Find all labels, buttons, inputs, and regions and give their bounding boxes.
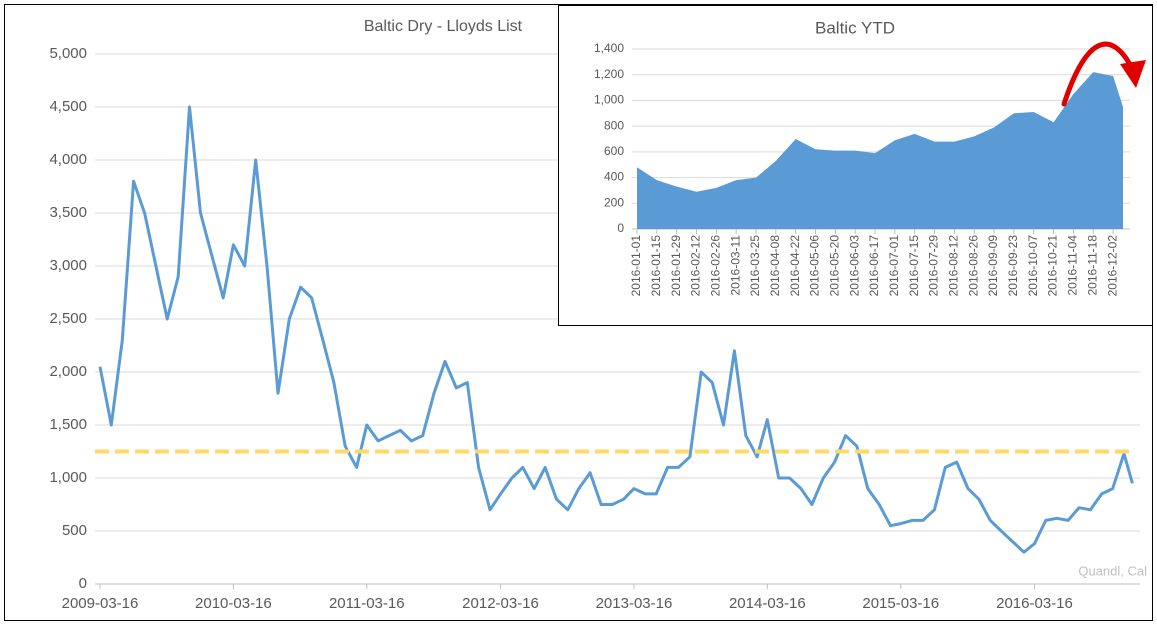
y-tick-label: 1,400 [594, 41, 624, 55]
y-tick-label: 0 [617, 221, 624, 235]
x-tick-label: 2016-07-01 [887, 235, 901, 297]
y-tick-label: 1,000 [594, 93, 624, 107]
y-tick-label: 1,200 [594, 67, 624, 81]
x-tick-label: 2012-03-16 [462, 595, 539, 612]
x-tick-label: 2016-11-04 [1066, 235, 1080, 296]
annotation-arrow [1061, 41, 1136, 107]
y-tick-label: 1,500 [49, 416, 87, 433]
x-tick-label: 2016-03-25 [748, 235, 762, 297]
x-tick-label: 2016-03-16 [996, 595, 1073, 612]
x-tick-label: 2016-12-02 [1105, 235, 1119, 297]
x-tick-label: 2016-06-03 [847, 235, 861, 297]
x-tick-label: 2016-03-11 [728, 235, 742, 296]
x-tick-label: 2016-11-18 [1085, 235, 1099, 296]
x-tick-label: 2016-05-20 [828, 235, 842, 297]
y-tick-label: 3,500 [49, 204, 87, 221]
y-tick-label: 600 [604, 144, 624, 158]
y-tick-label: 800 [604, 118, 624, 132]
x-tick-label: 2016-04-08 [768, 235, 782, 297]
x-tick-label: 2016-07-15 [907, 235, 921, 297]
x-tick-label: 2016-08-12 [947, 235, 961, 297]
x-tick-label: 2016-02-26 [709, 235, 723, 297]
x-tick-label: 2016-10-07 [1026, 235, 1040, 297]
y-tick-label: 1,000 [49, 469, 87, 486]
y-tick-label: 3,000 [49, 257, 87, 274]
y-tick-label: 5,000 [49, 45, 87, 62]
x-tick-label: 2016-08-26 [966, 235, 980, 297]
data-line [98, 105, 1134, 554]
x-tick-label: 2016-01-01 [629, 235, 643, 297]
x-tick-label: 2011-03-16 [329, 595, 405, 612]
y-tick-label: 4,000 [49, 151, 87, 168]
y-tick-label: 500 [62, 522, 87, 539]
x-tick-label: 2016-06-17 [867, 235, 881, 297]
y-tick-label: 2,000 [49, 363, 87, 380]
x-tick-label: 2016-05-06 [808, 235, 822, 297]
x-tick-label: 2016-10-21 [1046, 235, 1060, 297]
x-tick-label: 2016-01-29 [669, 235, 683, 297]
y-tick-label: 2,500 [49, 310, 87, 327]
x-tick-label: 2016-01-15 [649, 235, 663, 297]
annotation-arrowhead [1120, 60, 1146, 88]
x-tick-label: 2016-04-22 [788, 235, 802, 297]
x-tick-label: 2013-03-16 [596, 595, 673, 612]
x-tick-label: 2016-09-23 [1006, 235, 1020, 297]
x-tick-label: 2009-03-16 [62, 595, 139, 612]
chart-title: Baltic Dry - Lloyds List [364, 18, 523, 35]
x-tick-label: 2016-07-29 [927, 235, 941, 297]
x-tick-label: 2010-03-16 [195, 595, 272, 612]
x-tick-label: 2016-09-09 [986, 235, 1000, 297]
y-tick-label: 0 [79, 575, 87, 592]
x-tick-label: 2016-02-12 [689, 235, 703, 297]
y-tick-label: 4,500 [49, 98, 87, 115]
x-tick-label: 2014-03-16 [729, 595, 806, 612]
x-tick-label: 2015-03-16 [862, 595, 939, 612]
chart-title: Baltic YTD [815, 18, 895, 37]
data-area [637, 72, 1123, 229]
source-note: Quandl, Cal [1078, 563, 1147, 578]
y-tick-label: 200 [604, 195, 624, 209]
y-tick-label: 400 [604, 170, 624, 184]
